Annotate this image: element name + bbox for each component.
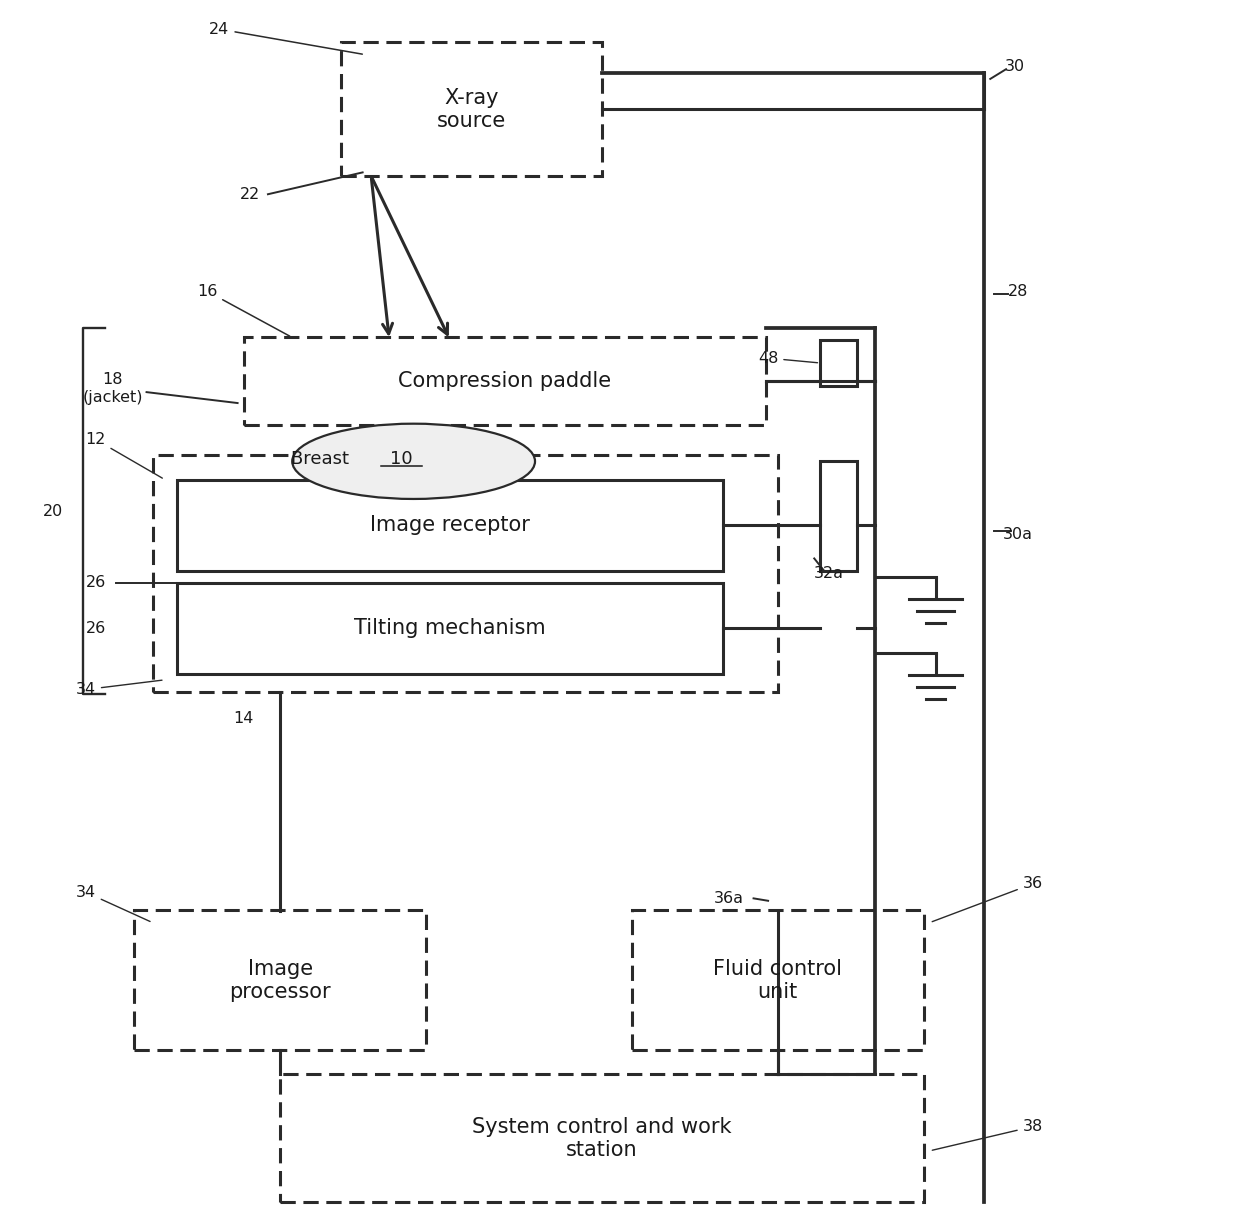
Text: 20: 20 [43,504,63,518]
Text: Fluid control
unit: Fluid control unit [713,959,842,1002]
Text: 22: 22 [239,187,260,202]
Text: 34: 34 [76,885,150,921]
Text: Image
processor: Image processor [229,959,331,1002]
Ellipse shape [293,424,534,499]
Bar [177,583,723,674]
Bar [341,42,601,176]
Text: 16: 16 [197,284,290,336]
Text: System control and work
station: System control and work station [472,1117,732,1159]
Text: 26: 26 [86,575,105,590]
Text: X-ray
source: X-ray source [436,87,506,131]
Text: 36a: 36a [714,891,744,906]
Text: Compression paddle: Compression paddle [398,371,611,391]
Text: 34: 34 [76,680,162,697]
Text: Breast: Breast [290,450,355,467]
Bar [153,455,777,692]
Text: 14: 14 [233,711,254,726]
Text: 30: 30 [1004,59,1024,74]
Text: 36: 36 [932,877,1043,921]
Text: 28: 28 [1008,284,1028,299]
Text: Tilting mechanism: Tilting mechanism [355,618,546,639]
Bar [821,461,857,571]
Bar [177,480,723,571]
Text: 24: 24 [210,22,362,55]
Bar [243,337,765,425]
Text: 18
(jacket): 18 (jacket) [82,373,143,404]
Text: 12: 12 [86,432,162,478]
Text: 30a: 30a [1003,527,1033,541]
Text: 10: 10 [391,450,413,467]
Bar [280,1074,924,1202]
Bar [821,340,857,386]
Text: Image receptor: Image receptor [370,515,529,535]
Bar [134,910,425,1050]
Text: 32a: 32a [813,566,843,580]
Text: 26: 26 [86,622,105,636]
Text: 38: 38 [932,1119,1043,1150]
Bar [632,910,924,1050]
Text: 48: 48 [758,351,817,365]
